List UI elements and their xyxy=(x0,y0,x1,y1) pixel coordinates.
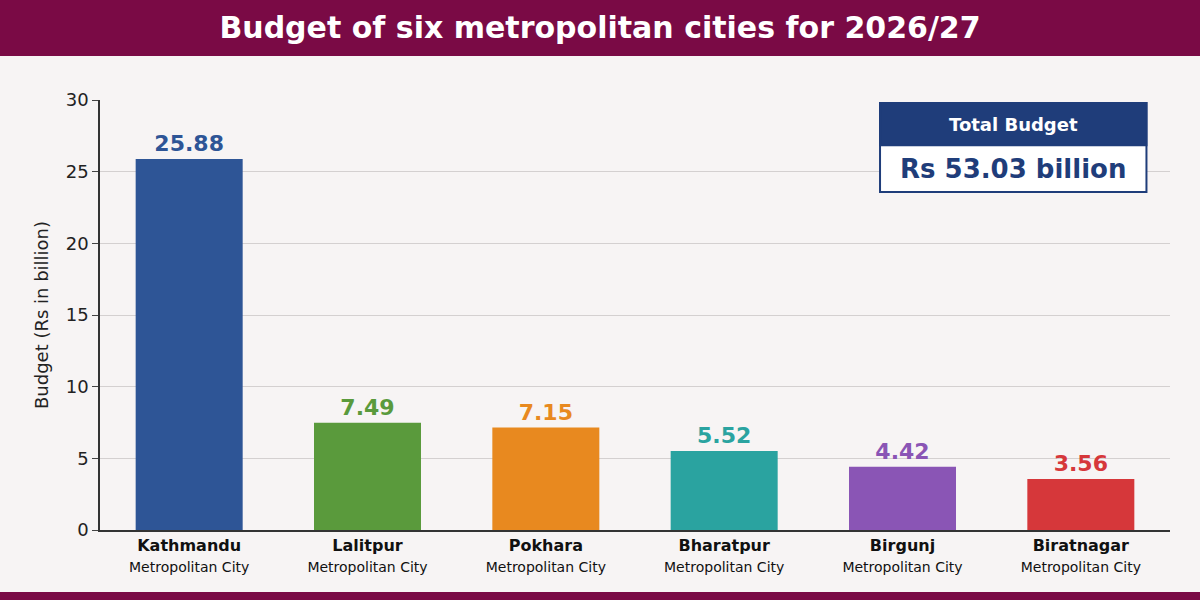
svg-text:3.56: 3.56 xyxy=(1054,451,1108,476)
html-text:Budget of six metropolitan cit: Budget of six metropolitan cities for 20… xyxy=(219,10,981,45)
svg-text:25: 25 xyxy=(66,161,89,182)
svg-text:BharatpurMetropolitan City: BharatpurMetropolitan City xyxy=(664,536,784,575)
svg-text:BirgunjMetropolitan City: BirgunjMetropolitan City xyxy=(842,536,962,575)
svg-text:LalitpurMetropolitan City: LalitpurMetropolitan City xyxy=(307,536,427,575)
svg-text:0: 0 xyxy=(77,519,88,540)
svg-text:15: 15 xyxy=(66,304,89,325)
svg-text:Total Budget: Total Budget xyxy=(949,114,1078,135)
svg-text:4.42: 4.42 xyxy=(875,439,929,464)
svg-text:Budget (Rs in billion): Budget (Rs in billion) xyxy=(31,221,52,409)
svg-text:30: 30 xyxy=(66,89,89,110)
svg-text:KathmanduMetropolitan City: KathmanduMetropolitan City xyxy=(129,536,249,575)
svg-text:BiratnagarMetropolitan City: BiratnagarMetropolitan City xyxy=(1021,536,1141,575)
svg-text:25.88: 25.88 xyxy=(154,131,224,156)
svg-text:10: 10 xyxy=(66,376,89,397)
svg-text:5: 5 xyxy=(77,448,88,469)
svg-text:PokharaMetropolitan City: PokharaMetropolitan City xyxy=(486,536,606,575)
svg-text:20: 20 xyxy=(66,233,89,254)
svg-text:7.49: 7.49 xyxy=(340,395,394,420)
svg-text:7.15: 7.15 xyxy=(519,400,573,425)
svg-text:5.52: 5.52 xyxy=(697,423,751,448)
svg-text:Rs 53.03 billion: Rs 53.03 billion xyxy=(900,154,1126,184)
